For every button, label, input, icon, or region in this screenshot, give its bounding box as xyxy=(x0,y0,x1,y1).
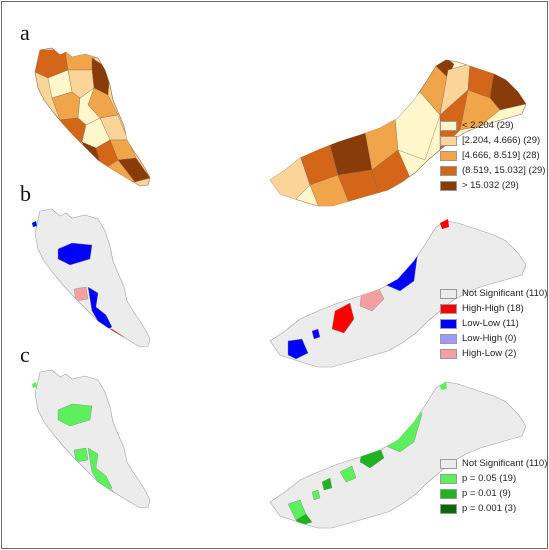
legend-label: > 15.032 (29) xyxy=(462,180,519,191)
legend-item: Not Significant (110) xyxy=(440,456,547,471)
district xyxy=(49,467,65,485)
legend-item: (8.519, 15.032] (29) xyxy=(440,163,545,178)
legend-item: [4.666, 8.519] (28) xyxy=(440,148,545,163)
district xyxy=(311,328,321,340)
legend-swatch xyxy=(440,503,457,514)
legend-item: > 15.032 (29) xyxy=(440,178,545,193)
legend-c: Not Significant (110) p = 0.05 (19) p = … xyxy=(440,456,547,516)
district xyxy=(117,497,127,508)
legend-swatch xyxy=(440,165,457,176)
legend-label: (8.519, 15.032] (29) xyxy=(462,165,546,176)
panel-label-b: b xyxy=(20,181,31,206)
district xyxy=(87,447,113,493)
district xyxy=(440,382,447,390)
legend-b: Not Significant (110) High-High (18) Low… xyxy=(440,286,547,361)
legend-label: [4.666, 8.519] (28) xyxy=(462,150,540,161)
district xyxy=(440,219,449,229)
legend-swatch xyxy=(440,180,457,191)
legend-swatch xyxy=(440,473,457,484)
district xyxy=(87,286,113,332)
legend-item: Low-Low (11) xyxy=(440,316,547,331)
legend-swatch xyxy=(440,135,457,146)
legend-item: p = 0.05 (19) xyxy=(440,471,547,486)
legend-swatch xyxy=(440,303,457,314)
legend-label: Not Significant (110) xyxy=(462,458,548,469)
legend-swatch xyxy=(440,348,457,359)
district xyxy=(329,131,373,176)
district xyxy=(287,338,309,360)
district xyxy=(321,477,333,491)
legend-swatch xyxy=(440,150,457,161)
district xyxy=(311,489,321,501)
legend-swatch xyxy=(440,488,457,499)
district xyxy=(59,117,87,143)
legend-swatch xyxy=(440,318,457,329)
peninsula-map-b xyxy=(32,208,151,348)
district xyxy=(339,465,357,483)
district xyxy=(57,403,93,427)
legend-item: Not Significant (110) xyxy=(440,286,547,301)
legend-label: Low-Low (11) xyxy=(462,318,519,329)
legend-swatch xyxy=(440,288,457,299)
legend-label: High-Low (2) xyxy=(462,348,517,359)
legend-label: p = 0.001 (3) xyxy=(462,503,517,514)
district xyxy=(73,286,89,302)
legend-item: High-High (18) xyxy=(440,301,547,316)
legend-label: [2.204, 4.666) (29) xyxy=(462,135,541,146)
district xyxy=(73,447,89,463)
panel-label-c: c xyxy=(20,342,30,367)
legend-label: Not Significant (110) xyxy=(462,288,548,299)
district xyxy=(32,221,37,227)
legend-item: Low-High (0) xyxy=(440,331,547,346)
legend-item: p = 0.01 (9) xyxy=(440,486,547,501)
legend-label: p = 0.01 (9) xyxy=(462,488,511,499)
legend-item: p = 0.001 (3) xyxy=(440,501,547,516)
legend-item: < 2.204 (29) xyxy=(440,118,545,133)
peninsula-map-c xyxy=(32,369,151,509)
legend-label: p = 0.05 (19) xyxy=(462,473,517,484)
peninsula-map-a xyxy=(34,47,151,187)
legend-item: [2.204, 4.666) (29) xyxy=(440,133,545,148)
district xyxy=(32,382,37,388)
legend-swatch xyxy=(440,120,457,131)
legend-swatch xyxy=(440,458,457,469)
legend-label: Low-High (0) xyxy=(462,333,517,344)
district xyxy=(64,49,96,71)
panel-label-a: a xyxy=(20,20,30,45)
district xyxy=(59,467,75,485)
legend-item: High-Low (2) xyxy=(440,346,547,361)
borneo-map-a xyxy=(269,59,527,207)
legend-label: < 2.204 (29) xyxy=(462,120,514,131)
district xyxy=(57,242,93,266)
district xyxy=(43,449,61,473)
district xyxy=(43,288,75,328)
legend-swatch xyxy=(440,333,457,344)
legend-label: High-High (18) xyxy=(462,303,524,314)
district xyxy=(331,302,355,334)
legend-a: < 2.204 (29) [2.204, 4.666) (29) [4.666,… xyxy=(440,118,545,193)
